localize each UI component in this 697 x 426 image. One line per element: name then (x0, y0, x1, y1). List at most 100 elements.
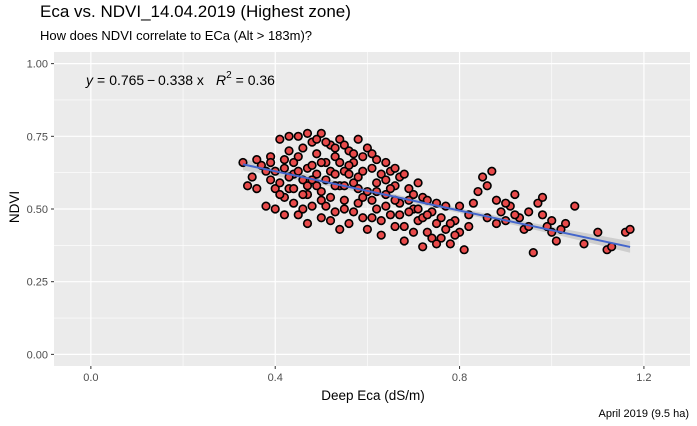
scatter-point (418, 242, 428, 252)
scatter-point (385, 184, 396, 194)
scatter-point (261, 201, 271, 211)
scatter-point (482, 181, 492, 191)
scatter-point (491, 195, 502, 205)
x-tick-label: 0.0 (83, 372, 98, 384)
scatter-point (344, 169, 354, 179)
scatter-point (413, 178, 423, 188)
scatter-point (395, 210, 405, 220)
scatter-point (358, 166, 368, 176)
chart-caption: April 2019 (9.5 ha) (598, 408, 690, 420)
scatter-point (289, 157, 299, 168)
r-squared-value: = 0.36 (236, 72, 276, 88)
scatter-point (321, 201, 331, 211)
scatter-point (372, 204, 382, 214)
scatter-point (298, 143, 308, 153)
scatter-point (344, 160, 354, 170)
x-tick-label: 0.4 (268, 372, 283, 384)
scatter-point (275, 134, 285, 144)
scatter-point (330, 169, 340, 179)
scatter-point (399, 169, 409, 179)
scatter-point (358, 192, 368, 202)
scatter-point (427, 233, 437, 243)
y-tick-label: 0.50 (27, 204, 48, 216)
scatter-point (367, 163, 377, 173)
scatter-point (302, 218, 313, 229)
scatter-point (445, 239, 455, 249)
scatter-point (284, 131, 294, 141)
x-tick-label: 1.2 (636, 372, 651, 384)
scatter-point (510, 189, 520, 200)
scatter-point (284, 146, 294, 156)
scatter-point (312, 181, 322, 191)
scatter-point (307, 160, 317, 170)
scatter-point (367, 149, 377, 159)
scatter-point (468, 198, 478, 208)
scatter-point (293, 210, 303, 220)
x-axis-title: Deep Eca (dS/m) (321, 388, 425, 403)
scatter-point (266, 157, 276, 168)
scatter-point (302, 128, 313, 139)
scatter-point (593, 227, 603, 237)
scatter-point (390, 163, 400, 173)
x-tick-label: 0.8 (452, 372, 467, 384)
scatter-point (372, 178, 382, 188)
equation-y-symbol: y (85, 72, 94, 88)
scatter-point (325, 192, 336, 202)
scatter-point (436, 233, 446, 243)
scatter-point (376, 169, 386, 179)
scatter-point (422, 227, 432, 237)
scatter-point (330, 207, 340, 217)
scatter-point (436, 213, 446, 223)
scatter-point (381, 157, 391, 168)
scatter-point (316, 213, 326, 223)
scatter-point (242, 181, 253, 191)
scatter-point (501, 198, 511, 208)
scatter-point (270, 204, 280, 214)
scatter-point (431, 218, 442, 229)
scatter-point (316, 157, 326, 168)
scatter-point (533, 198, 543, 208)
scatter-point (454, 201, 465, 211)
scatter-point (579, 239, 589, 249)
regression-equation: y = 0.765 − 0.338 x R2 = 0.36 (85, 70, 275, 88)
scatter-point (339, 204, 349, 214)
scatter-point (404, 207, 414, 217)
scatter-point (312, 134, 322, 144)
scatter-point (537, 192, 548, 202)
scatter-point (385, 210, 396, 220)
scatter-point (266, 175, 276, 185)
equation-formula: 0.765 − 0.338 x (109, 72, 204, 88)
scatter-point (422, 210, 432, 220)
scatter-point (399, 236, 409, 246)
scatter-point (459, 245, 469, 255)
data-points (238, 128, 635, 258)
scatter-point (399, 221, 409, 232)
scatter-point (289, 198, 299, 208)
scatter-point (491, 218, 502, 229)
scatter-point (316, 186, 326, 197)
scatter-point (316, 195, 326, 205)
scatter-point (279, 163, 290, 173)
scatter-point (547, 216, 557, 226)
y-tick-label: 0.75 (27, 131, 48, 143)
scatter-point (358, 152, 368, 162)
r-squared-symbol: R (216, 72, 226, 88)
y-tick-label: 0.25 (27, 277, 48, 289)
scatter-point (302, 181, 313, 191)
regression-line (242, 163, 631, 248)
scatter-point (348, 149, 359, 159)
y-tick-label: 0.00 (27, 349, 48, 361)
scatter-point (390, 221, 400, 232)
scatter-point (307, 201, 317, 211)
regression-line-segment (242, 163, 631, 248)
scatter-point (353, 198, 363, 208)
scatter-point (293, 152, 303, 162)
scatter-point (413, 204, 423, 214)
scatter-point (353, 172, 363, 182)
scatter-point (496, 207, 506, 217)
scatter-point (289, 184, 299, 194)
axes: 0.0 0.4 0.8 1.2 0.00 0.25 0.50 0.75 1.00 (27, 59, 652, 384)
scatter-point (335, 157, 345, 168)
scatter-point (247, 172, 257, 182)
